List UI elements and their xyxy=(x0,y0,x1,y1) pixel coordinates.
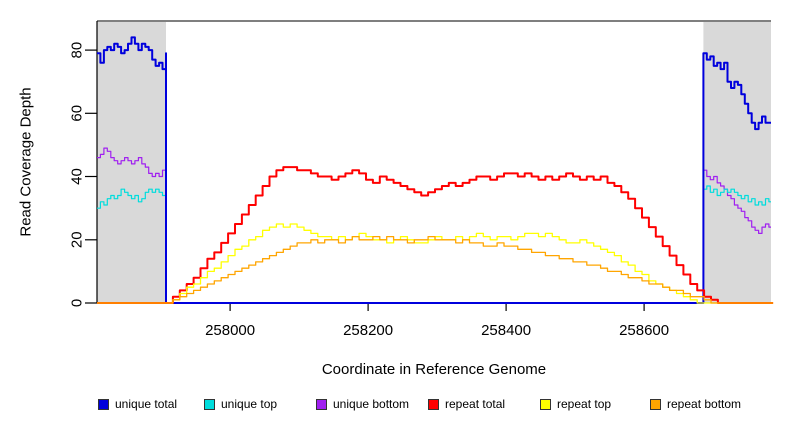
legend-label: unique top xyxy=(221,397,278,411)
y-axis-title: Read Coverage Depth xyxy=(17,87,35,237)
legend: unique total unique top unique bottom re… xyxy=(0,397,792,413)
legend-swatch-unique-total xyxy=(98,398,109,410)
series-repeat-bottom xyxy=(97,235,774,304)
y-tick-label: 60 xyxy=(69,105,86,122)
series-unique-bottom xyxy=(97,147,771,304)
legend-item-repeat-top: repeat top xyxy=(540,397,611,411)
legend-swatch-repeat-total xyxy=(428,398,439,410)
series-repeat-total xyxy=(97,166,774,304)
legend-item-unique-top: unique top xyxy=(204,397,277,411)
x-tick-label: 258200 xyxy=(343,322,393,339)
x-axis-title: Coordinate in Reference Genome xyxy=(321,361,547,378)
legend-item-repeat-total: repeat total xyxy=(428,397,505,411)
series-unique-top xyxy=(97,185,771,304)
legend-label: repeat bottom xyxy=(667,397,742,411)
legend-swatch-repeat-bottom xyxy=(650,398,661,410)
legend-label: repeat total xyxy=(445,397,506,411)
y-tick-label: 80 xyxy=(69,42,86,59)
legend-item-unique-bottom: unique bottom xyxy=(316,397,409,411)
y-tick-label: 40 xyxy=(69,168,86,185)
legend-item-repeat-bottom: repeat bottom xyxy=(650,397,741,411)
legend-swatch-unique-top xyxy=(204,398,215,410)
shaded-region xyxy=(703,21,771,303)
y-tick-label: 20 xyxy=(69,231,86,248)
x-tick-label: 258000 xyxy=(205,322,255,339)
legend-swatch-unique-bottom xyxy=(316,398,327,410)
series-unique-total xyxy=(97,36,771,304)
y-tick-label: 0 xyxy=(69,299,86,307)
x-tick-label: 258600 xyxy=(619,322,669,339)
legend-item-unique-total: unique total xyxy=(98,397,177,411)
x-tick-label: 258400 xyxy=(481,322,531,339)
legend-label: repeat top xyxy=(557,397,612,411)
legend-label: unique bottom xyxy=(333,397,410,411)
legend-label: unique total xyxy=(115,397,178,411)
series-repeat-top xyxy=(97,223,774,304)
legend-swatch-repeat-top xyxy=(540,398,551,410)
